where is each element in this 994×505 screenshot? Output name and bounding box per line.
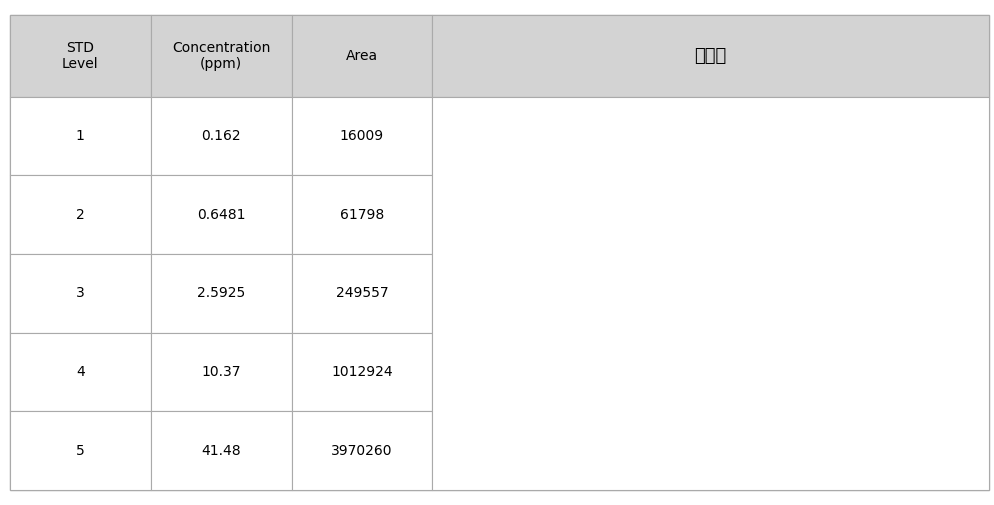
Point [478,451,494,460]
Text: 4: 4 [76,365,84,379]
Text: 1012924: 1012924 [331,365,393,379]
Text: 10.37: 10.37 [202,365,241,379]
Text: Area: Area [346,49,378,63]
Text: 5: 5 [76,443,84,458]
Text: STD
Level: STD Level [62,41,98,71]
Text: 2: 2 [76,208,84,222]
Text: 249557: 249557 [336,286,389,300]
Text: 16009: 16009 [340,129,384,143]
Text: 41.48: 41.48 [202,443,241,458]
Text: y = 95691x + 4669
R² = 1: y = 95691x + 4669 R² = 1 [655,192,778,221]
Point [890,149,906,158]
Text: 61798: 61798 [340,208,384,222]
Point [577,378,592,386]
Text: 3: 3 [76,286,84,300]
Text: 2.5925: 2.5925 [197,286,246,300]
Text: 0.6481: 0.6481 [197,208,246,222]
Text: 검량선: 검량선 [695,47,727,65]
Text: 1: 1 [76,129,84,143]
Text: 3970260: 3970260 [331,443,393,458]
Point [473,455,489,463]
Text: 0.162: 0.162 [202,129,241,143]
Text: Concentration
(ppm): Concentration (ppm) [172,41,270,71]
Point [498,437,514,445]
